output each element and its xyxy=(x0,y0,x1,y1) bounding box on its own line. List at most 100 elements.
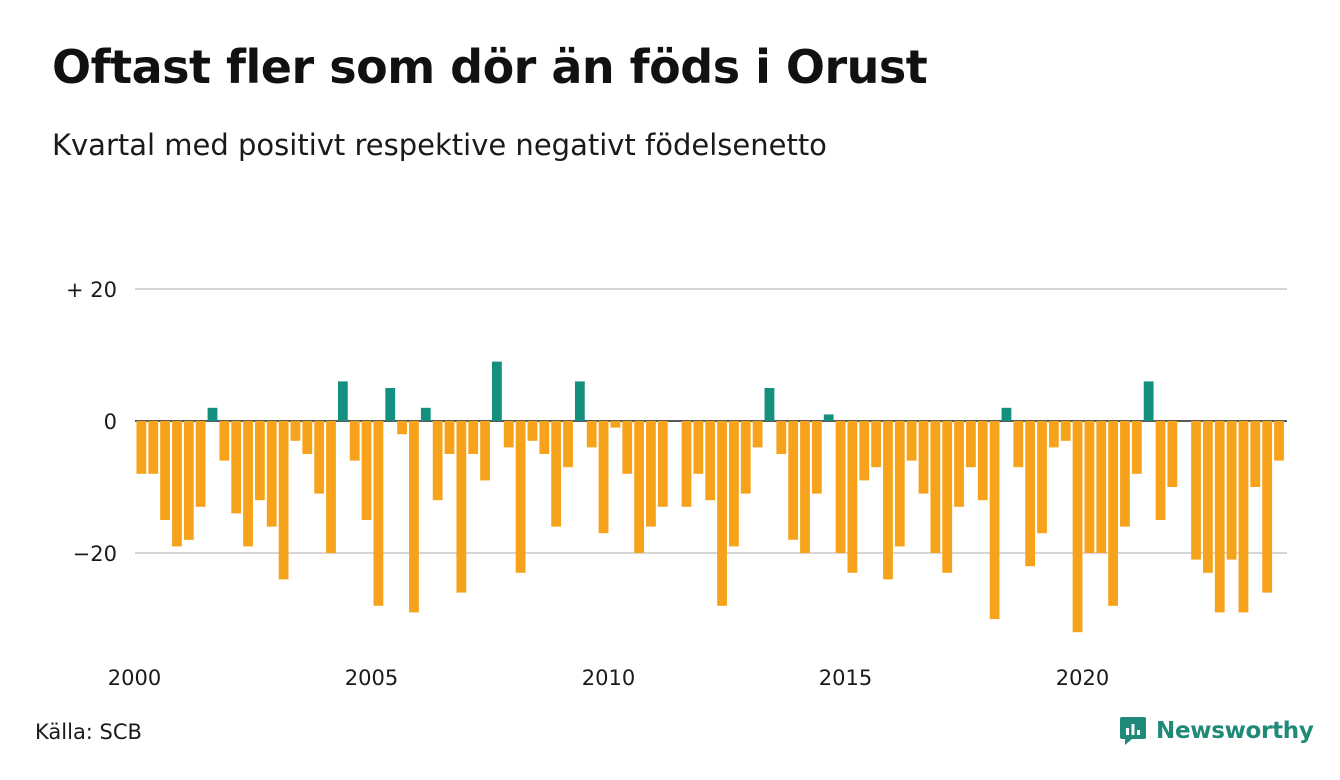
y-tick-label: + 20 xyxy=(66,278,117,302)
bar-negative xyxy=(1060,421,1071,441)
bar-negative xyxy=(1108,421,1118,606)
bar-negative xyxy=(894,421,905,547)
bar-negative xyxy=(432,421,443,501)
x-tick-label: 2000 xyxy=(108,666,161,690)
bar-negative xyxy=(681,421,692,507)
bar-negative xyxy=(231,421,242,514)
bar-negative xyxy=(1084,421,1095,553)
bar-positive xyxy=(385,388,396,421)
bar-chart: + 20 0 −20 2000 2005 2010 2015 2020 xyxy=(66,278,1287,690)
bar-positive xyxy=(1143,381,1154,421)
bar-positive xyxy=(1001,407,1012,421)
bar-negative xyxy=(705,421,716,501)
bar-negative xyxy=(883,421,893,580)
bar-negative xyxy=(717,421,727,606)
bar-negative xyxy=(835,421,846,553)
bar-negative xyxy=(1191,421,1201,560)
bar-negative xyxy=(740,421,751,494)
bar-negative xyxy=(1096,421,1107,553)
bar-negative xyxy=(349,421,360,461)
source-note: Källa: SCB xyxy=(35,720,142,744)
bar-negative xyxy=(871,421,881,468)
bar-negative xyxy=(314,421,325,494)
bar-negative xyxy=(503,421,514,448)
bar-negative xyxy=(966,421,976,468)
bar-negative xyxy=(515,421,526,573)
bar-negative xyxy=(1013,421,1024,468)
bar-negative xyxy=(361,421,372,520)
bar-negative xyxy=(1131,421,1142,474)
x-tick-label: 2010 xyxy=(582,666,635,690)
bar-positive xyxy=(764,388,775,421)
bar-negative xyxy=(906,421,917,461)
bar-negative xyxy=(195,421,206,507)
bar-negative xyxy=(172,421,182,547)
bar-negative xyxy=(776,421,787,454)
bar-negative xyxy=(278,421,289,580)
bar-positive xyxy=(574,381,585,421)
bar-negative xyxy=(729,421,739,547)
chart-title: Oftast fler som dör än föds i Orust xyxy=(52,40,928,94)
bar-negative xyxy=(1214,421,1225,613)
bar-negative xyxy=(598,421,609,534)
bar-negative xyxy=(444,421,455,454)
bar-negative xyxy=(266,421,277,527)
bar-negative xyxy=(409,421,419,613)
bar-negative xyxy=(942,421,953,573)
bar-negative xyxy=(1167,421,1178,487)
bar-negative xyxy=(610,421,621,428)
bar-positive xyxy=(337,381,348,421)
bar-negative xyxy=(551,421,562,527)
bar-negative xyxy=(563,421,573,468)
bar-positive xyxy=(207,407,218,421)
bars xyxy=(136,361,1284,633)
bar-negative xyxy=(219,421,230,461)
bar-negative xyxy=(1274,421,1284,461)
bar-positive xyxy=(823,414,834,421)
bar-negative xyxy=(693,421,704,474)
bar-negative xyxy=(1037,421,1047,534)
bar-negative xyxy=(183,421,194,540)
chart-subtitle: Kvartal med positivt respektive negativt… xyxy=(52,128,827,162)
bar-negative xyxy=(847,421,858,573)
x-tick-label: 2020 xyxy=(1056,666,1109,690)
brand-name: Newsworthy xyxy=(1156,718,1314,744)
bar-negative xyxy=(1025,421,1036,567)
bar-negative xyxy=(480,421,490,481)
bar-negative xyxy=(800,421,810,553)
bar-negative xyxy=(622,421,633,474)
bar-negative xyxy=(930,421,941,553)
x-tick-labels: 2000 2005 2010 2015 2020 xyxy=(108,666,1109,690)
bar-negative xyxy=(243,421,253,547)
bar-negative xyxy=(136,421,147,474)
bar-negative xyxy=(373,421,384,606)
bar-negative xyxy=(954,421,964,507)
bar-negative xyxy=(977,421,988,501)
bar-negative xyxy=(302,421,313,454)
bar-negative xyxy=(752,421,763,448)
bar-negative xyxy=(326,421,336,553)
bar-negative xyxy=(1238,421,1249,613)
newsworthy-logo-icon xyxy=(1120,717,1146,745)
bar-negative xyxy=(646,421,656,527)
y-tick-label: 0 xyxy=(104,410,117,434)
bar-negative xyxy=(1155,421,1166,520)
y-tick-labels: + 20 0 −20 xyxy=(66,278,117,566)
bar-negative xyxy=(1250,421,1261,487)
x-tick-label: 2015 xyxy=(819,666,872,690)
brand-logo: Newsworthy xyxy=(1118,714,1314,748)
bar-negative xyxy=(586,421,597,448)
bar-negative xyxy=(539,421,550,454)
bar-negative xyxy=(918,421,929,494)
x-tick-label: 2005 xyxy=(345,666,398,690)
bar-negative xyxy=(1072,421,1083,633)
bar-negative xyxy=(859,421,870,481)
bar-negative xyxy=(1048,421,1059,448)
bar-negative xyxy=(1262,421,1273,593)
bar-negative xyxy=(634,421,644,553)
bar-negative xyxy=(290,421,301,441)
bar-negative xyxy=(1226,421,1237,560)
bar-positive xyxy=(420,407,431,421)
bar-negative xyxy=(148,421,159,474)
bar-negative xyxy=(788,421,799,540)
